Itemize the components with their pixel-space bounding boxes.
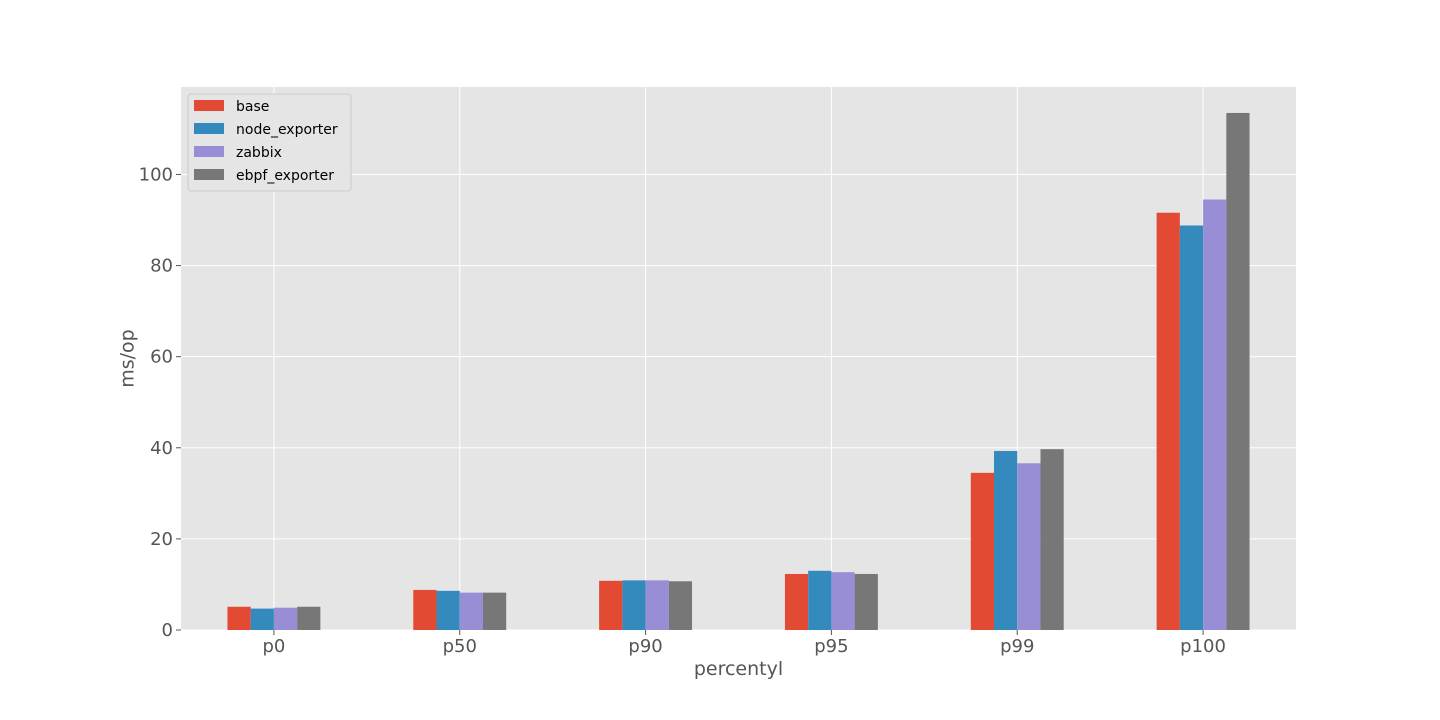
bar <box>459 592 483 630</box>
bar <box>622 580 646 630</box>
bar <box>599 580 623 630</box>
legend-label: base <box>236 99 269 115</box>
y-tick-label: 100 <box>139 164 173 185</box>
y-tick-label: 20 <box>150 529 173 550</box>
bar <box>436 590 460 630</box>
legend-swatch <box>194 100 224 111</box>
legend-label: ebpf_exporter <box>236 168 334 184</box>
x-tick-label: p95 <box>814 636 848 657</box>
bar <box>250 608 274 630</box>
y-axis-label: ms/op <box>117 329 139 388</box>
legend-swatch <box>194 146 224 157</box>
x-tick-label: p100 <box>1180 636 1226 657</box>
x-ticks: p0 p50 p90 p95 p99 p100 <box>262 630 1226 657</box>
legend-label: node_exporter <box>236 122 338 138</box>
bar <box>1017 463 1041 630</box>
bar <box>784 573 809 630</box>
bar <box>970 472 995 630</box>
x-axis-label: percentyl <box>694 658 783 680</box>
bar <box>227 606 251 630</box>
bar <box>808 570 832 630</box>
legend-swatch <box>194 169 224 180</box>
bar <box>413 589 437 630</box>
x-tick-label: p90 <box>628 636 662 657</box>
legend-box <box>187 93 352 192</box>
bar <box>854 573 878 630</box>
bar <box>1040 449 1064 630</box>
bar <box>1156 212 1180 630</box>
bars <box>227 112 1250 631</box>
bar <box>645 580 669 630</box>
legend-swatch <box>194 123 224 134</box>
bar <box>1226 112 1250 631</box>
y-tick-label: 40 <box>150 438 173 459</box>
legend-label: zabbix <box>236 145 282 161</box>
plot-area <box>181 87 1296 630</box>
bar <box>482 592 507 630</box>
x-tick-label: p0 <box>262 636 285 657</box>
y-tick-label: 80 <box>150 256 173 277</box>
bar <box>831 572 855 630</box>
y-ticks: 0 20 40 60 80 100 <box>139 164 181 641</box>
y-tick-label: 60 <box>150 347 173 368</box>
bar <box>1203 199 1227 630</box>
x-tick-label: p50 <box>443 636 477 657</box>
bar <box>273 607 298 630</box>
bar <box>994 450 1018 630</box>
x-tick-label: p99 <box>1000 636 1034 657</box>
bar <box>1179 225 1204 630</box>
bar <box>668 581 693 630</box>
y-tick-label: 0 <box>162 620 173 641</box>
bar <box>297 606 321 630</box>
